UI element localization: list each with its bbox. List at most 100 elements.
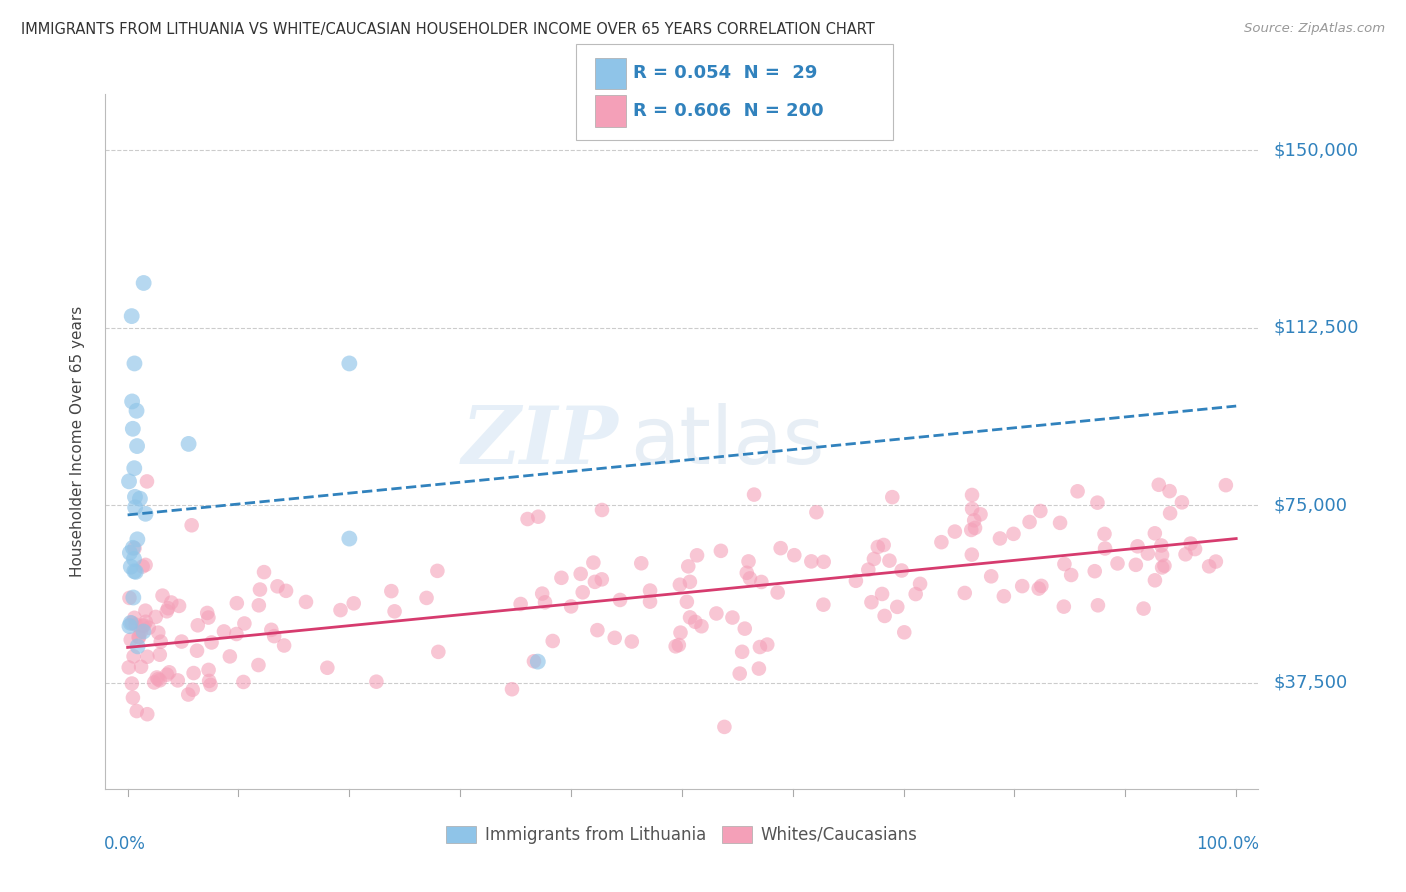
Point (1094, 527, 1116, 541)
Point (845, 574, 868, 588)
Point (143, 675, 166, 690)
Point (118, 619, 141, 633)
Point (181, 682, 204, 697)
Text: Source: ZipAtlas.com: Source: ZipAtlas.com (1244, 22, 1385, 36)
Point (721, 610, 744, 624)
Point (742, 487, 765, 501)
Point (748, 640, 770, 654)
Point (710, 544, 733, 558)
Point (665, 640, 688, 654)
Point (501, 682, 523, 697)
Point (128, 630, 150, 644)
Point (813, 555, 835, 569)
Point (960, 488, 983, 502)
Point (1031, 579, 1053, 593)
Point (963, 513, 986, 527)
Point (1136, 547, 1159, 561)
Point (316, 661, 339, 675)
Point (1150, 539, 1173, 553)
Point (731, 645, 754, 659)
Point (198, 673, 221, 688)
Point (735, 566, 758, 580)
Point (638, 583, 661, 598)
Point (135, 615, 157, 629)
Point (120, 632, 142, 647)
Point (200, 635, 222, 649)
Point (931, 535, 953, 549)
Point (1084, 564, 1107, 578)
Text: 100.0%: 100.0% (1197, 835, 1260, 853)
Text: $75,000: $75,000 (1274, 497, 1347, 515)
Point (1174, 547, 1197, 561)
Point (186, 643, 208, 657)
Point (620, 634, 643, 648)
Point (273, 639, 295, 653)
Point (569, 566, 592, 581)
Point (125, 565, 148, 579)
Point (122, 690, 145, 705)
Point (125, 404, 148, 418)
Point (157, 665, 180, 680)
Point (225, 627, 247, 641)
Point (550, 571, 572, 585)
Point (960, 523, 983, 537)
Point (129, 624, 152, 639)
Point (249, 582, 271, 597)
Point (908, 577, 931, 591)
Point (120, 559, 142, 574)
Point (177, 437, 200, 451)
Point (1087, 496, 1109, 510)
Point (218, 649, 240, 664)
Point (866, 540, 889, 554)
Point (167, 599, 190, 613)
Point (160, 595, 183, 609)
Point (988, 532, 1011, 546)
Point (706, 607, 728, 621)
Point (669, 578, 692, 592)
Point (860, 595, 883, 609)
Point (879, 554, 901, 568)
Point (1066, 484, 1088, 499)
Text: ZIP: ZIP (461, 403, 619, 480)
Point (157, 601, 180, 615)
Point (170, 634, 193, 648)
Point (683, 615, 706, 629)
Point (737, 554, 759, 568)
Point (523, 654, 546, 668)
Text: $37,500: $37,500 (1274, 674, 1347, 692)
Point (121, 309, 143, 323)
Text: R = 0.606  N = 200: R = 0.606 N = 200 (633, 102, 824, 120)
Point (1147, 477, 1170, 491)
Point (118, 475, 141, 489)
Point (960, 502, 983, 516)
Point (872, 538, 894, 552)
Point (122, 591, 145, 605)
Point (129, 660, 152, 674)
Point (1184, 542, 1206, 557)
Point (247, 658, 270, 673)
Point (1125, 558, 1147, 572)
Point (960, 548, 983, 562)
Point (149, 648, 172, 662)
Point (676, 595, 699, 609)
Point (200, 678, 222, 692)
Point (690, 619, 713, 633)
Point (686, 549, 709, 563)
Point (751, 574, 773, 589)
Point (183, 666, 205, 681)
Point (121, 422, 143, 436)
Point (122, 461, 145, 475)
Point (728, 666, 751, 681)
Point (118, 546, 141, 560)
Point (1143, 574, 1166, 588)
Point (1205, 555, 1227, 569)
Point (969, 508, 991, 522)
Point (122, 649, 145, 664)
Point (195, 606, 218, 620)
Point (1028, 582, 1050, 596)
Point (274, 583, 297, 598)
Point (756, 638, 779, 652)
Point (1049, 516, 1071, 530)
Point (134, 507, 156, 521)
Point (893, 625, 915, 640)
